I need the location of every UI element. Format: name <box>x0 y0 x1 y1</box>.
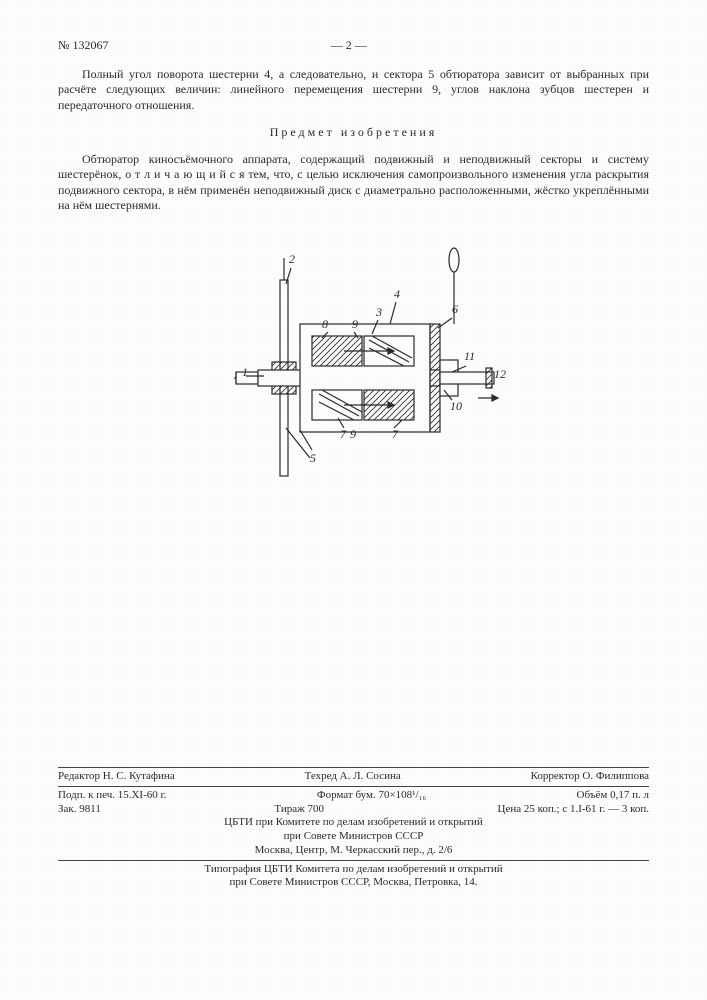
order-num: Зак. 9811 <box>58 803 101 817</box>
svg-text:6: 6 <box>452 302 458 316</box>
subject-title: Предмет изобретения <box>58 125 649 140</box>
org-line-1: ЦБТИ при Комитете по делам изобретений и… <box>58 816 649 830</box>
price: Цена 25 коп.; с 1.I-61 г. — 3 коп. <box>498 803 649 817</box>
corrector: Корректор О. Филиппова <box>531 770 649 784</box>
svg-text:2: 2 <box>289 252 295 266</box>
svg-text:12: 12 <box>494 367 506 381</box>
org-line-2: при Совете Министров СССР <box>58 830 649 844</box>
tirage: Тираж 700 <box>274 803 324 817</box>
print-date: Подп. к печ. 15.XI-60 г. <box>58 789 167 803</box>
mechanical-diagram: 1 2 3 4 5 6 7 7 8 9 9 10 11 12 <box>194 228 514 478</box>
format: Формат бум. 70×108¹/₁₆ <box>317 789 426 803</box>
address-line: Москва, Центр, М. Черкасский пер., д. 2/… <box>58 844 649 858</box>
svg-text:7: 7 <box>340 427 347 441</box>
svg-text:4: 4 <box>394 287 400 301</box>
svg-text:7: 7 <box>392 427 399 441</box>
page-number: — 2 — <box>331 38 367 53</box>
svg-text:9: 9 <box>352 317 358 331</box>
svg-text:1: 1 <box>242 365 248 379</box>
svg-text:5: 5 <box>310 451 316 465</box>
footer-block: Редактор Н. С. Кутафина Техред А. Л. Сос… <box>58 765 649 890</box>
svg-text:8: 8 <box>322 317 328 331</box>
volume: Объём 0,17 п. л <box>577 789 649 803</box>
svg-text:3: 3 <box>375 305 382 319</box>
techred: Техред А. Л. Сосина <box>305 770 401 784</box>
paragraph-2: Обтюратор киносъёмочного аппарата, содер… <box>58 152 649 213</box>
svg-text:10: 10 <box>450 399 462 413</box>
typography-line-1: Типография ЦБТИ Комитета по делам изобре… <box>58 863 649 877</box>
typography-line-2: при Совете Министров СССР, Москва, Петро… <box>58 876 649 890</box>
editor: Редактор Н. С. Кутафина <box>58 770 175 784</box>
svg-text:9: 9 <box>350 427 356 441</box>
doc-number: № 132067 <box>58 38 108 53</box>
svg-text:11: 11 <box>464 349 475 363</box>
paragraph-1: Полный угол поворота шестерни 4, а следо… <box>58 67 649 113</box>
